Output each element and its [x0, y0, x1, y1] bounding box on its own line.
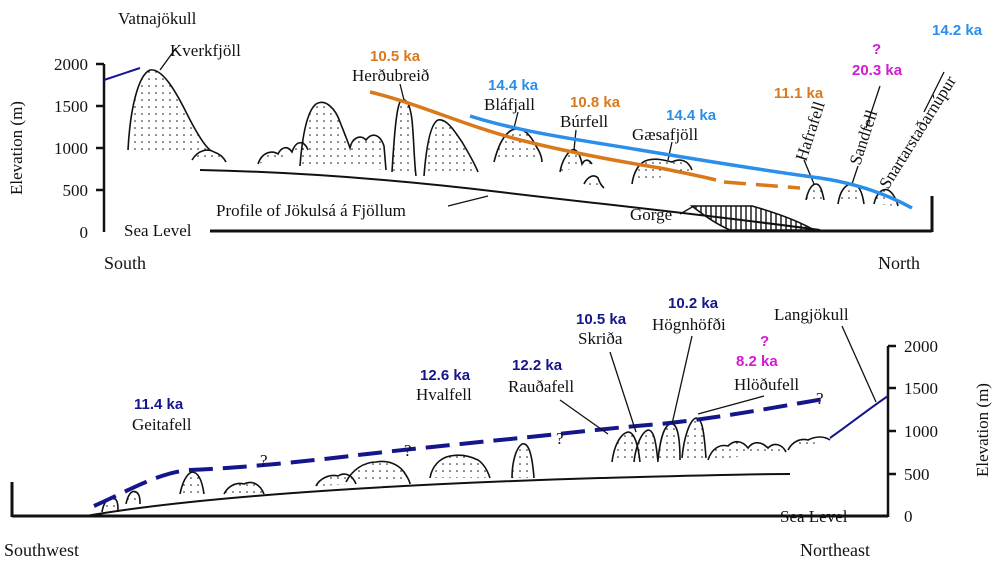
top-tick-500: 500: [63, 181, 89, 200]
ridge-group-2: [299, 101, 387, 171]
herdubreid-mountain: [391, 99, 417, 177]
sandfell-age: 20.3 ka: [852, 62, 903, 79]
question-mark-4: ?: [816, 389, 824, 408]
ne-ridge-1: [707, 440, 787, 461]
orange-shoreline-dashed: [723, 180, 801, 190]
ne-ridge-2: [787, 436, 831, 451]
top-tick-2000: 2000: [54, 55, 88, 74]
skrida-label: Skriða: [578, 329, 623, 348]
hafrafell-age: 11.1 ka: [774, 85, 824, 102]
gorge-label: Gorge: [630, 205, 672, 224]
gorge-hatch: [689, 205, 818, 231]
bottom-y-axis-label: Elevation (m): [973, 383, 992, 477]
top-leader-lines: [159, 47, 945, 215]
blafjall-label: Bláfjall: [484, 95, 535, 114]
raudafell-age: 12.2 ka: [512, 357, 563, 374]
snartar-age: 14.2 ka: [932, 22, 983, 39]
top-north-label: North: [878, 253, 920, 273]
geitafell-mountain: [179, 471, 205, 495]
sw-small-hill-2: [125, 490, 141, 505]
hafrafell-label: Hafrafell: [792, 99, 829, 163]
hlodufell-age: 8.2 ka: [736, 353, 778, 370]
bottom-tick-1000: 1000: [904, 422, 938, 441]
bottom-tick-2000: 2000: [904, 337, 938, 356]
hognhofdi-age: 10.2 ka: [668, 295, 719, 312]
top-profile-panel: 2000 1500 1000 500 0 Elevation (m) Sea L…: [7, 9, 983, 273]
top-y-axis-label: Elevation (m): [7, 101, 26, 195]
top-mountains: [127, 69, 899, 207]
top-tick-1000: 1000: [54, 139, 88, 158]
southwest-label: Southwest: [4, 540, 79, 560]
blafjall-age: 14.4 ka: [488, 77, 539, 94]
sandfell-label: Sandfell: [846, 107, 882, 167]
bottom-tick-0: 0: [904, 507, 913, 526]
snartar-label: Snartarstaðarnúpur: [875, 72, 960, 192]
gaesafjoll-age: 14.4 ka: [666, 107, 717, 124]
top-tick-0: 0: [80, 223, 89, 242]
ridge-group-3: [423, 119, 479, 177]
top-tick-1500: 1500: [54, 97, 88, 116]
burfell-label: Búrfell: [560, 112, 608, 131]
blue-shoreline-line: [469, 114, 913, 210]
question-mark-2: ?: [404, 441, 412, 460]
hvalfell-label: Hvalfell: [416, 385, 472, 404]
herdubreid-age: 10.5 ka: [370, 48, 421, 65]
small-ridge-1: [191, 149, 227, 163]
kverkfjoll-label: Kverkfjöll: [170, 41, 241, 60]
bottom-sea-level-label: Sea Level: [780, 507, 848, 526]
vatnajokull-glacier-line: [103, 67, 141, 81]
navy-shoreline-dashed: [93, 396, 831, 508]
top-y-axis: [96, 62, 106, 232]
hognhofdi-mountain: [657, 423, 681, 461]
skrida-mountain-2: [633, 429, 659, 463]
hlodufell-mountain: [681, 417, 707, 459]
burfell-age: 10.8 ka: [570, 94, 621, 111]
bottom-tick-500: 500: [904, 465, 930, 484]
sw-ridge-3: [345, 460, 411, 485]
top-south-label: South: [104, 253, 146, 273]
gaesafjoll-label: Gæsafjöll: [632, 125, 698, 144]
jokulsa-profile-label: Profile of Jökulsá á Fjöllum: [216, 201, 406, 220]
orange-shoreline-line: [369, 90, 717, 182]
langjokull-label: Langjökull: [774, 305, 849, 324]
northeast-label: Northeast: [800, 540, 870, 560]
sandfell-question-mark: ?: [872, 41, 881, 58]
question-mark-3: ?: [556, 429, 564, 448]
bottom-tick-1500: 1500: [904, 379, 938, 398]
hvalfell-ridge: [429, 454, 491, 479]
bottom-leader-lines: [559, 325, 877, 435]
hlodufell-label: Hlöðufell: [734, 375, 799, 394]
langjokull-glacier-line: [829, 395, 889, 439]
small-ridge-2: [583, 175, 605, 189]
ridge-group-1: [257, 141, 309, 165]
herdubreid-label: Herðubreið: [352, 66, 429, 85]
bottom-land-profile: [85, 473, 791, 517]
raudafell-label: Rauðafell: [508, 377, 574, 396]
hafrafell-mountain: [805, 183, 825, 201]
vatnajokull-label: Vatnajökull: [118, 9, 197, 28]
skrida-age: 10.5 ka: [576, 311, 627, 328]
geitafell-age: 11.4 ka: [134, 396, 184, 413]
hognhofdi-label: Högnhöfði: [652, 315, 726, 334]
question-mark-1: ?: [260, 451, 268, 470]
hlodufell-question-mark: ?: [760, 333, 769, 350]
top-sea-level-label: Sea Level: [124, 221, 192, 240]
bottom-y-axis: [886, 344, 896, 517]
geitafell-label: Geitafell: [132, 415, 192, 434]
kverkfjoll-mountain: [127, 69, 211, 151]
raudafell-mountain: [511, 443, 535, 479]
bottom-profile-panel: 2000 1500 1000 500 0 Elevation (m) Sea L…: [4, 295, 992, 560]
hvalfell-age: 12.6 ka: [420, 367, 471, 384]
bottom-mountains: [101, 417, 831, 513]
sw-ridge-1: [223, 481, 265, 495]
